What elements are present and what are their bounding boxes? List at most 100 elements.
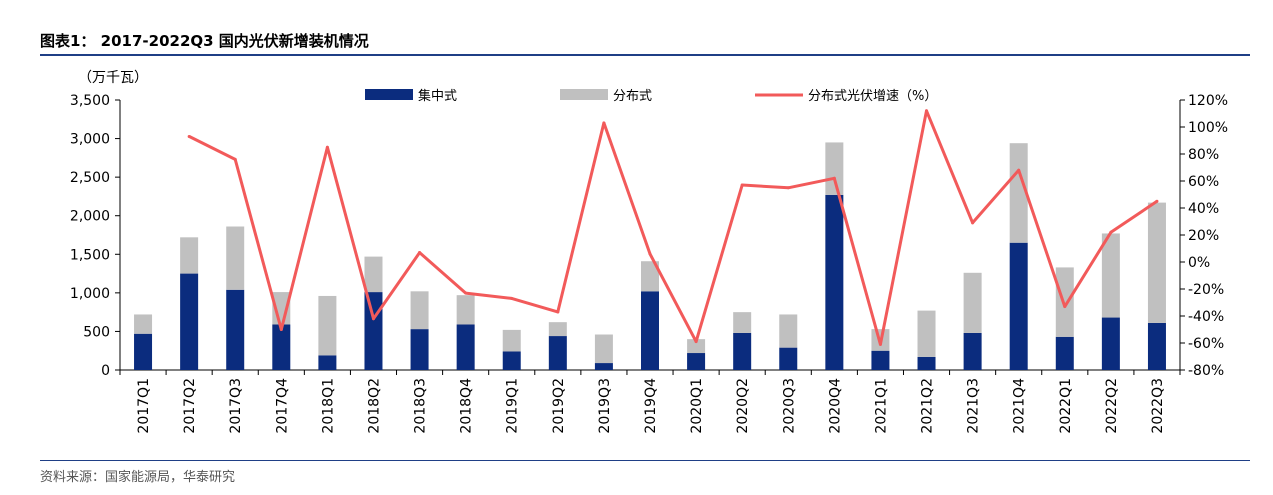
x-tick-label: 2020Q2 — [735, 378, 751, 434]
x-tick-label: 2021Q1 — [873, 378, 889, 434]
growth-point — [1109, 230, 1113, 234]
x-tick-label: 2021Q2 — [920, 378, 936, 434]
growth-point — [556, 310, 560, 314]
bar-centralized — [1055, 336, 1074, 370]
bar-centralized — [1009, 242, 1028, 370]
x-tick-label: 2020Q1 — [689, 378, 705, 434]
bar-centralized — [410, 329, 429, 370]
bar-distributed — [917, 310, 936, 357]
growth-point — [1063, 305, 1067, 309]
bar-distributed — [180, 237, 199, 274]
title-divider — [40, 54, 1250, 56]
bar-centralized — [364, 292, 383, 370]
bar-centralized — [272, 324, 291, 370]
bar-centralized — [134, 333, 153, 370]
bar-centralized — [871, 350, 890, 370]
legend-label-growth: 分布式光伏增速（%） — [808, 89, 937, 104]
chart-title: 图表1： 2017-2022Q3 国内光伏新增装机情况 — [40, 32, 369, 50]
x-tick-label: 2022Q1 — [1058, 378, 1074, 434]
x-tick-label: 2021Q4 — [1012, 378, 1028, 434]
bar-centralized — [641, 291, 659, 370]
bar-distributed — [641, 261, 659, 292]
bar-distributed — [1147, 202, 1166, 323]
bar-centralized — [226, 289, 245, 370]
growth-line — [187, 109, 1159, 346]
growth-point — [187, 134, 191, 138]
bar-centralized — [180, 273, 199, 370]
x-tick-label: 2021Q3 — [966, 378, 982, 434]
left-tick-label: 0 — [101, 363, 110, 379]
growth-point — [510, 296, 514, 300]
growth-point — [832, 176, 836, 180]
growth-point — [925, 109, 929, 113]
bar-centralized — [825, 194, 844, 370]
bar-distributed — [733, 312, 752, 333]
bar-distributed — [456, 295, 475, 325]
growth-point — [279, 328, 283, 331]
x-tick-label: 2017Q1 — [136, 378, 152, 434]
bar-centralized — [687, 353, 706, 370]
legend-swatch-distributed — [560, 89, 608, 100]
x-tick-label: 2018Q2 — [366, 378, 382, 434]
bar-distributed — [548, 322, 567, 337]
right-tick-label: 80% — [1188, 147, 1219, 163]
bar-distributed — [318, 295, 337, 356]
right-tick-label: 20% — [1188, 228, 1219, 244]
bar-distributed — [1009, 143, 1028, 243]
x-tick-label: 2018Q4 — [459, 378, 475, 434]
right-tick-label: -40% — [1188, 309, 1224, 325]
bar-distributed — [687, 339, 706, 354]
x-tick-label: 2018Q1 — [320, 378, 336, 434]
x-tick-label: 2018Q3 — [413, 378, 429, 434]
x-tick-label: 2017Q4 — [274, 378, 290, 434]
x-tick-label: 2022Q2 — [1104, 378, 1120, 434]
bar-centralized — [594, 363, 613, 370]
bar-centralized — [963, 332, 982, 370]
bar-distributed — [410, 291, 429, 330]
x-tick-label: 2020Q3 — [781, 378, 797, 434]
growth-point — [648, 252, 652, 256]
bar-distributed — [1101, 233, 1120, 318]
bar-centralized — [456, 324, 475, 370]
legend-label-distributed: 分布式 — [613, 89, 652, 104]
growth-point — [740, 183, 744, 187]
right-tick-label: -20% — [1188, 282, 1224, 298]
x-tick-label: 2017Q2 — [182, 378, 198, 434]
bar-distributed — [594, 334, 613, 364]
x-tick-label: 2020Q4 — [827, 378, 843, 434]
growth-point — [878, 342, 882, 346]
x-tick-label: 2019Q2 — [551, 378, 567, 434]
growth-point — [325, 145, 329, 149]
growth-point — [371, 317, 375, 321]
unit-label: （万千瓦） — [78, 70, 148, 86]
growth-point — [464, 291, 468, 295]
bar-distributed — [226, 226, 245, 290]
growth-point — [694, 340, 698, 344]
right-tick-label: 120% — [1188, 93, 1228, 109]
left-tick-label: 3,500 — [70, 93, 110, 109]
right-tick-label: 40% — [1188, 201, 1219, 217]
right-tick-label: 60% — [1188, 174, 1219, 190]
left-tick-label: 1,500 — [70, 247, 110, 263]
x-tick-label: 2019Q1 — [505, 378, 521, 434]
legend: 集中式 分布式 分布式光伏增速（%） — [365, 88, 937, 104]
bar-centralized — [917, 356, 936, 370]
bar-centralized — [548, 336, 567, 370]
legend-label-centralized: 集中式 — [418, 88, 457, 104]
growth-line-path — [188, 109, 1158, 346]
bar-distributed — [825, 142, 844, 195]
bar-distributed — [779, 314, 798, 348]
left-tick-label: 1,000 — [70, 286, 110, 302]
legend-swatch-centralized — [365, 89, 413, 100]
left-tick-label: 500 — [83, 324, 110, 340]
growth-point — [971, 221, 975, 225]
x-tick-label: 2019Q4 — [643, 378, 659, 434]
bar-centralized — [1101, 317, 1120, 370]
bar-distributed — [134, 314, 153, 334]
left-tick-label: 2,000 — [70, 209, 110, 225]
bar-distributed — [963, 272, 982, 333]
right-tick-label: -80% — [1188, 363, 1224, 379]
bar-centralized — [502, 351, 521, 370]
growth-point — [786, 186, 790, 190]
